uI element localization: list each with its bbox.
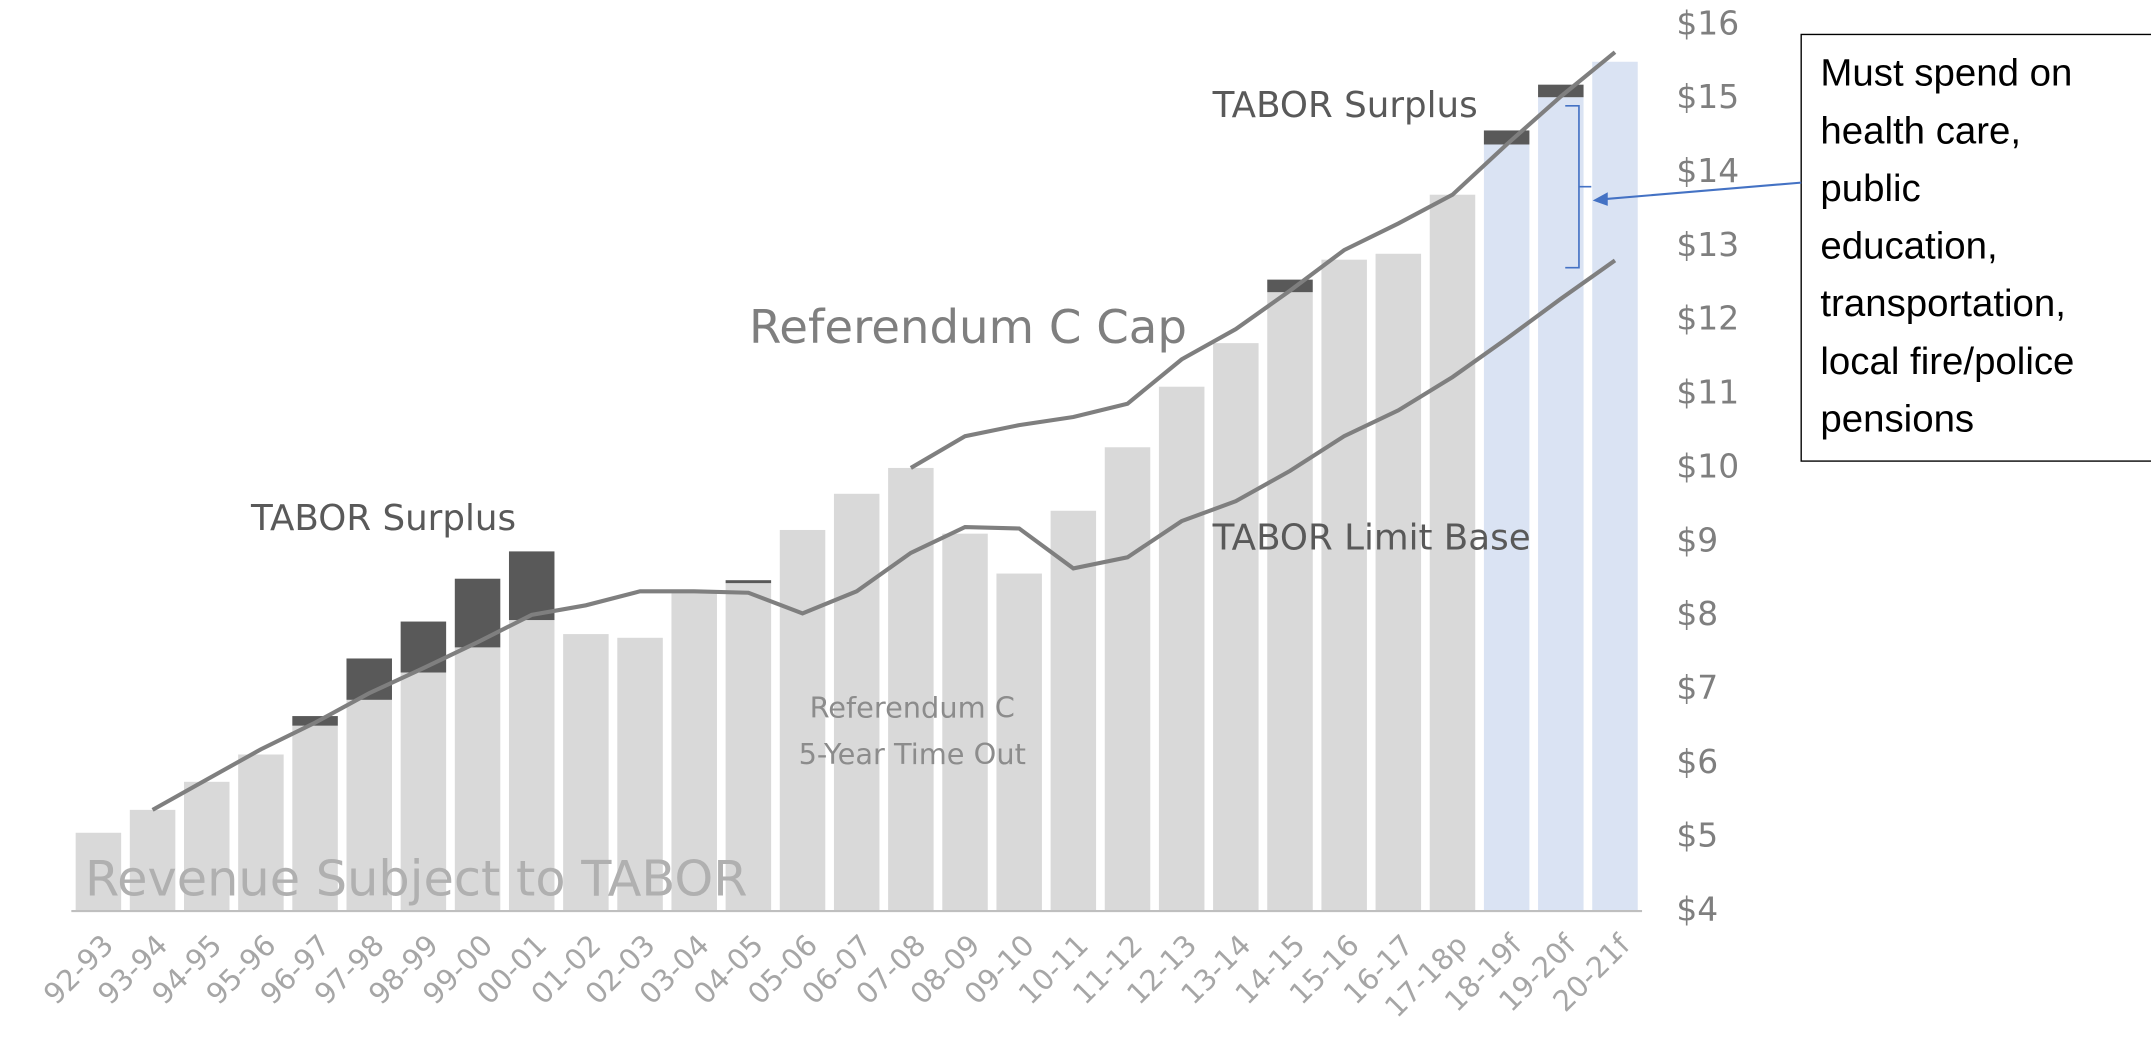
arrow-head: [1592, 192, 1608, 206]
bar: [1538, 97, 1584, 912]
y-tick-label: $4: [1676, 890, 1718, 929]
y-tick-label: $11: [1676, 373, 1739, 412]
bar: [942, 533, 988, 912]
callout-line: local fire/police: [1820, 340, 2074, 383]
bar: [75, 832, 122, 912]
bar: [1267, 292, 1313, 912]
callout-line: education,: [1820, 225, 1997, 268]
bar: [779, 529, 826, 912]
bar: [996, 573, 1042, 912]
y-tick-label: $5: [1676, 816, 1718, 855]
bar: [1213, 343, 1259, 912]
callout-box: [1800, 33, 2151, 462]
bar: [292, 725, 338, 912]
y-tick-label: $12: [1676, 299, 1739, 338]
bracket: [1565, 104, 1592, 269]
surplus-bar: [725, 580, 772, 584]
callout-line: pensions: [1820, 397, 1974, 440]
cap-label: Referendum C Cap: [749, 300, 1187, 354]
y-tick-label: $16: [1676, 3, 1739, 42]
bar: [725, 583, 772, 912]
callout-line: transportation,: [1820, 282, 2066, 325]
surplus-bar: [508, 551, 555, 621]
y-tick-label: $15: [1676, 77, 1739, 116]
y-tick-label: $10: [1676, 446, 1739, 485]
surplus-bar: [454, 578, 501, 648]
bar: [400, 672, 447, 912]
bar: [1375, 253, 1422, 912]
y-tick-label: $9: [1676, 520, 1718, 559]
bar: [346, 699, 392, 912]
annotation: 5-Year Time Out: [799, 737, 1026, 771]
callout-line: health care,: [1820, 109, 2021, 152]
bar: [1429, 194, 1476, 912]
callout-arrow: [1604, 181, 1802, 201]
bar: [238, 754, 284, 912]
line: [909, 50, 1617, 470]
bar: [563, 634, 609, 912]
bar: [1483, 144, 1530, 912]
bar: [1592, 61, 1638, 912]
revenue-label: Revenue Subject to TABOR: [85, 850, 748, 908]
bar: [129, 809, 176, 912]
limit-label: TABOR Limit Base: [1212, 517, 1531, 558]
bar: [183, 781, 230, 912]
line: [151, 258, 1617, 812]
callout-text: Must spend on health care, public education…: [1820, 52, 2074, 441]
callout-line: public: [1820, 167, 1920, 210]
y-tick-label: $8: [1676, 594, 1718, 633]
y-tick-label: $14: [1676, 151, 1739, 190]
y-tick-label: $7: [1676, 668, 1718, 707]
y-tick-label: $13: [1676, 225, 1739, 264]
bar: [1158, 386, 1205, 912]
bar: [454, 647, 501, 912]
bar: [617, 637, 663, 912]
surplus-label: TABOR Surplus: [250, 498, 516, 539]
plot: [75, 50, 1638, 912]
bar: [888, 467, 934, 912]
surplus-label: TABOR Surplus: [1212, 85, 1478, 126]
bar: [833, 493, 880, 912]
bar: [1104, 447, 1151, 912]
bar: [671, 592, 717, 912]
surplus-bar: [400, 621, 447, 673]
bar: [1050, 510, 1097, 912]
bar: [1321, 259, 1367, 912]
bar: [508, 620, 555, 912]
y-tick-label: $6: [1676, 742, 1718, 781]
annotation: Referendum C: [810, 690, 1015, 724]
callout-line: Must spend on: [1820, 52, 2072, 95]
